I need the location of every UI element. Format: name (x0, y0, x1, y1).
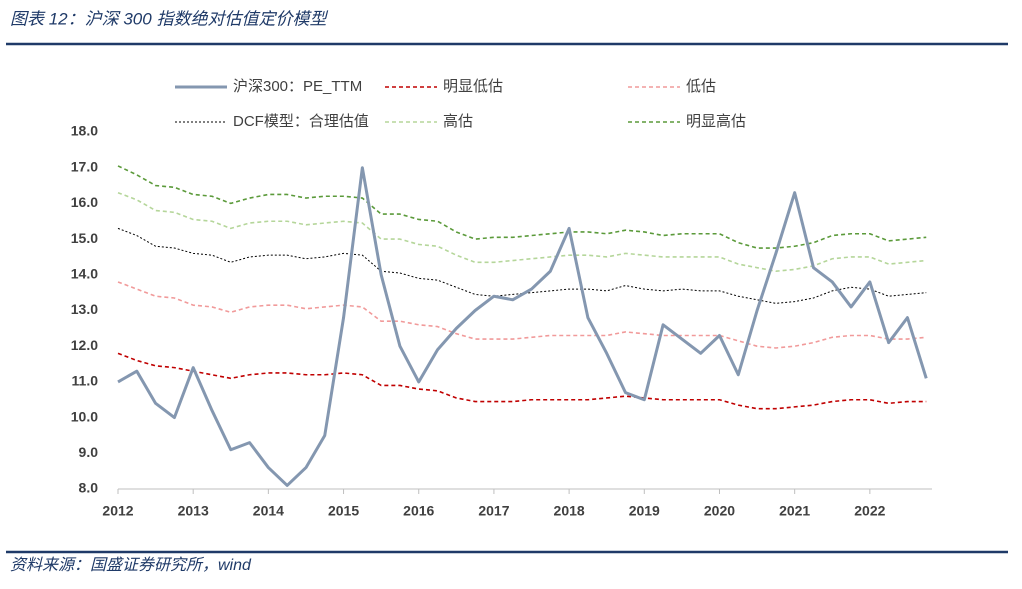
x-tick-label: 2015 (328, 503, 359, 519)
chart-title: 图表 12：沪深 300 指数绝对估值定价模型 (10, 9, 328, 28)
legend-label: DCF模型：合理估值 (233, 113, 369, 130)
x-tick-label: 2019 (629, 503, 660, 519)
legend-label: 高估 (443, 113, 473, 130)
x-tick-label: 2021 (779, 503, 810, 519)
series-line (117, 166, 928, 487)
y-tick-label: 11.0 (72, 373, 99, 389)
y-tick-label: 10.0 (71, 408, 98, 424)
x-tick-label: 2012 (102, 503, 133, 519)
legend-label: 明显低估 (443, 78, 503, 95)
series-line (117, 352, 927, 410)
y-tick-label: 15.0 (71, 230, 98, 246)
x-tick-label: 2014 (253, 503, 284, 519)
x-tick-label: 2017 (478, 503, 509, 519)
x-tick-label: 2013 (178, 503, 209, 519)
y-tick-label: 8.0 (79, 480, 99, 496)
legend-label: 低估 (686, 78, 716, 95)
legend-label: 沪深300：PE_TTM (233, 78, 362, 95)
x-tick-label: 2022 (854, 503, 885, 519)
y-tick-label: 13.0 (71, 301, 98, 317)
y-tick-label: 17.0 (71, 158, 98, 174)
legend-label: 明显高估 (686, 113, 746, 130)
y-tick-label: 9.0 (79, 444, 99, 460)
series-line (117, 165, 927, 249)
source-note: 资料来源：国盛证券研究所，wind (10, 556, 252, 574)
y-tick-label: 18.0 (71, 123, 98, 139)
y-tick-label: 12.0 (71, 337, 98, 353)
x-tick-label: 2018 (554, 503, 585, 519)
series-line (117, 281, 927, 349)
y-tick-label: 14.0 (71, 266, 98, 282)
x-tick-label: 2016 (403, 503, 434, 519)
y-tick-label: 16.0 (71, 194, 98, 210)
series-line (117, 191, 927, 273)
x-tick-label: 2020 (704, 503, 735, 519)
